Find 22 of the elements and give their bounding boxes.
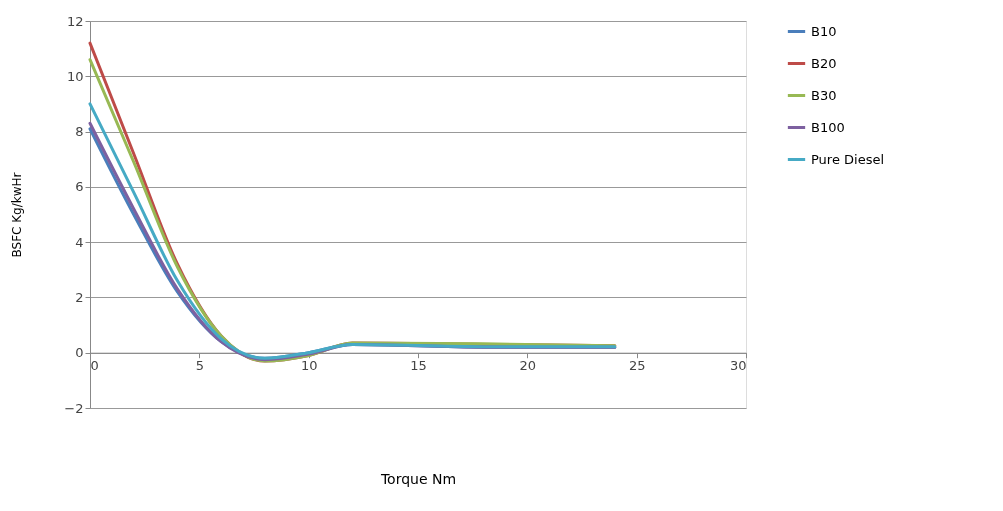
y-tick-label: −2	[64, 400, 84, 416]
legend-label: Pure Diesel	[811, 151, 885, 167]
y-tick-label: 12	[66, 13, 84, 29]
x-tick-label: 0	[90, 358, 99, 374]
y-tick-label: 2	[75, 289, 84, 305]
x-tick-label: 5	[195, 358, 204, 374]
y-axis-title: BSFC Kg/kwHr	[10, 172, 25, 258]
legend-label: B20	[811, 55, 837, 71]
x-tick-label: 20	[519, 358, 537, 374]
x-axis-title: Torque Nm	[379, 471, 457, 488]
legend-label: B10	[811, 23, 837, 39]
x-tick-label: 10	[300, 358, 318, 374]
legend-label: B100	[811, 119, 845, 135]
y-tick-label: 6	[75, 179, 84, 195]
x-tick-label: 15	[410, 358, 427, 374]
y-tick-label: 0	[75, 345, 84, 361]
y-tick-label: 10	[66, 68, 84, 84]
legend-label: B30	[811, 87, 837, 103]
x-tick-label: 30	[729, 358, 747, 374]
y-tick-label: 4	[75, 234, 84, 250]
y-tick-label: 8	[75, 124, 84, 140]
x-tick-label: 25	[628, 358, 646, 374]
